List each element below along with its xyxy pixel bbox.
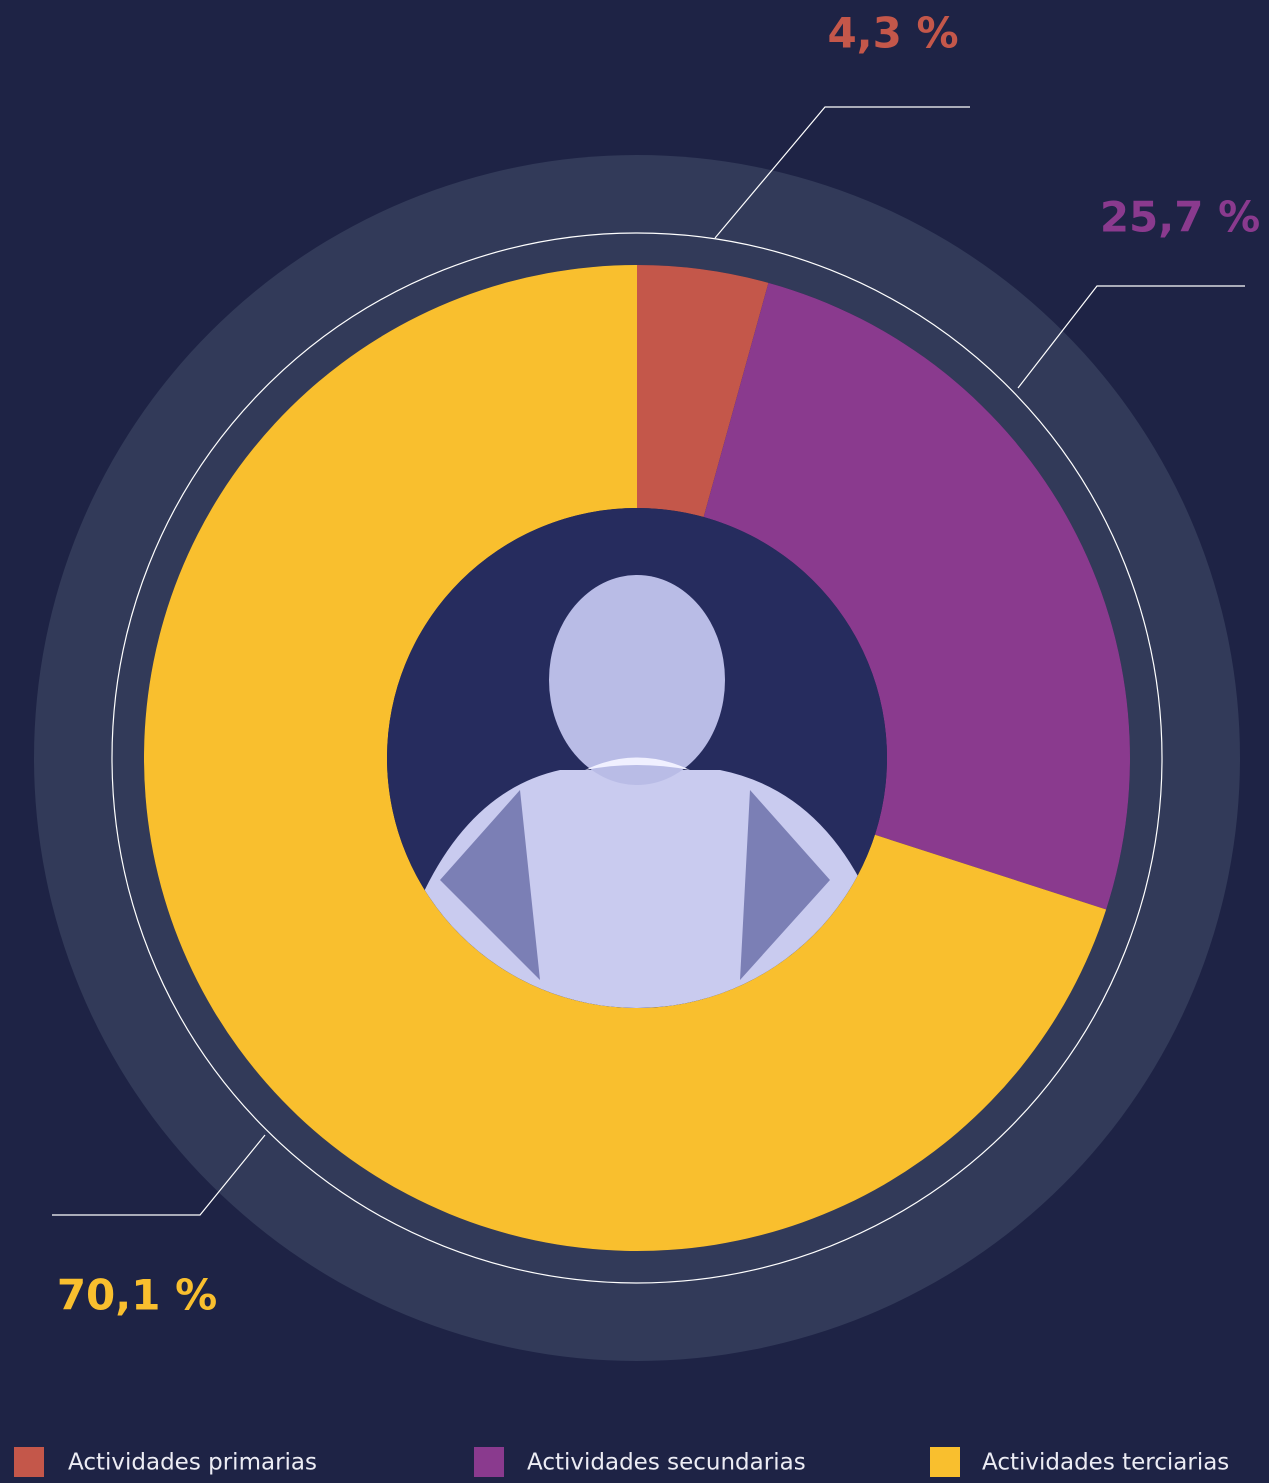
portrait-head [549, 575, 725, 785]
chart: 4,3 %25,7 %70,1 % Actividades primariasA… [0, 0, 1269, 1483]
value-label: 25,7 % [1100, 193, 1260, 242]
value-label: 70,1 % [57, 1271, 217, 1320]
value-label: 4,3 % [827, 9, 958, 58]
portrait [387, 508, 887, 1010]
legend-label: Actividades terciarias [982, 1450, 1229, 1476]
legend-swatch [14, 1447, 44, 1477]
legend: Actividades primarias Actividades secunda… [14, 1447, 1229, 1477]
legend-label: Actividades primarias [68, 1450, 317, 1476]
legend-label: Actividades secundarias [527, 1450, 806, 1476]
legend-swatch [930, 1447, 960, 1477]
legend-swatch [474, 1447, 504, 1477]
